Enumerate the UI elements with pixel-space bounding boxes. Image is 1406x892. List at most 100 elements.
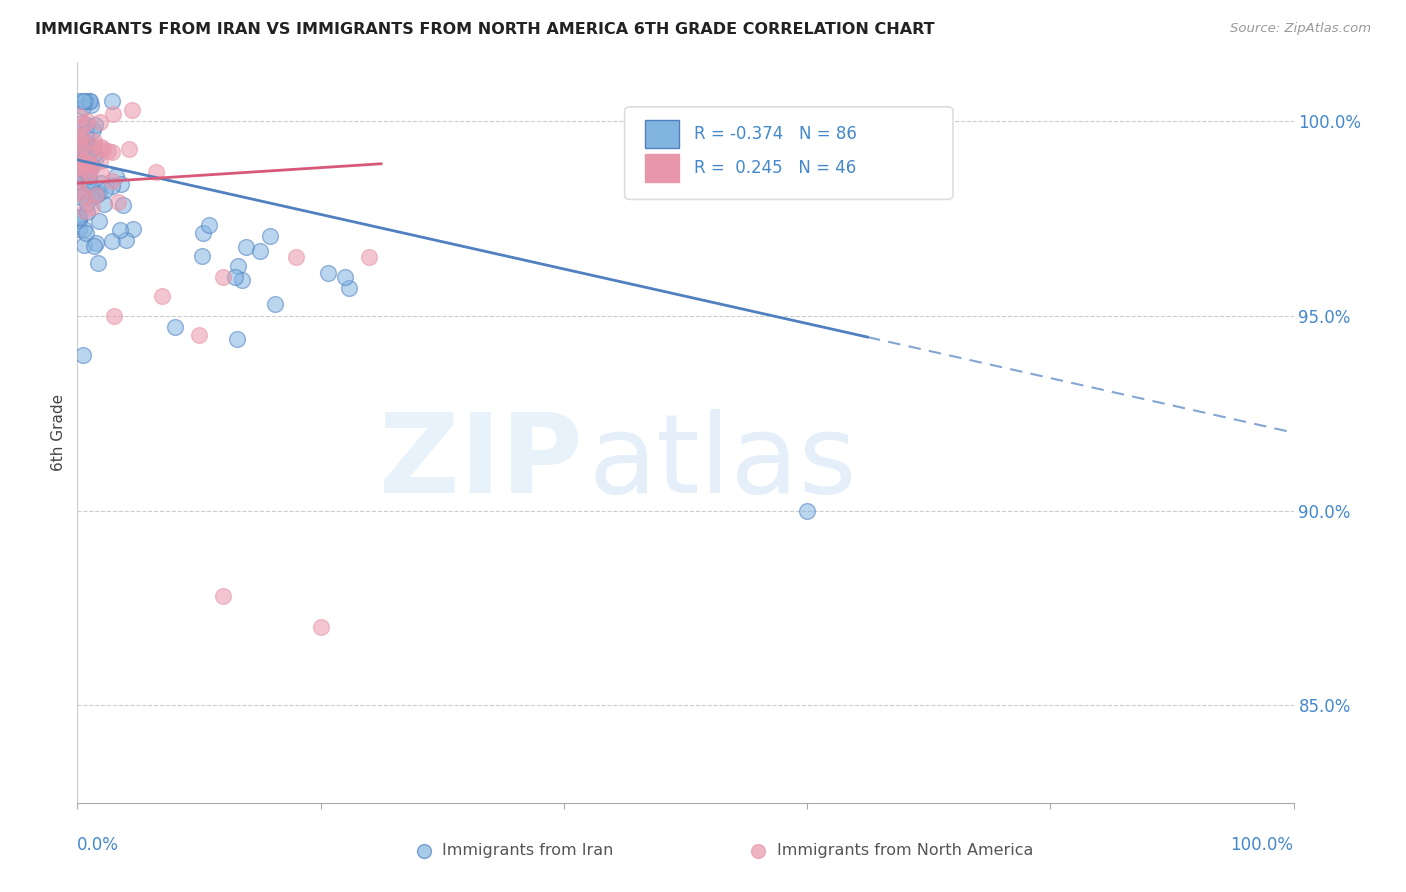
Point (80, 159, 103, 173)
Point (101, 234, 124, 248)
Point (73, 119, 96, 133)
Point (75, 143, 97, 157)
Point (79, 95, 101, 109)
Point (89, 186, 111, 201)
Point (110, 177, 132, 191)
Point (77, 176, 100, 190)
Point (75, 226, 97, 240)
Point (122, 222, 145, 236)
Point (67, 222, 90, 236)
Point (212, 269, 235, 284)
FancyBboxPatch shape (645, 154, 679, 182)
Point (115, 233, 138, 247)
Point (73, 238, 96, 252)
Point (108, 223, 131, 237)
Point (86, 186, 108, 201)
Point (83, 188, 105, 202)
Point (97, 145, 120, 159)
Point (67, 210, 90, 224)
Point (69, 145, 91, 159)
Point (70, 116, 93, 130)
Point (72, 348, 94, 362)
Point (82, 123, 104, 137)
Point (73, 164, 96, 178)
Point (73, 204, 96, 219)
Point (69, 134, 91, 148)
Point (67, 158, 90, 172)
Point (118, 142, 141, 156)
Point (90, 176, 112, 190)
Point (103, 309, 125, 323)
Text: R =  0.245   N = 46: R = 0.245 N = 46 (695, 160, 856, 178)
Point (79, 169, 101, 183)
Point (73, 138, 96, 153)
Point (67, 131, 90, 145)
Point (190, 249, 212, 263)
Point (83, 238, 105, 252)
Point (264, 297, 287, 311)
Point (76, 138, 98, 153)
Point (337, 281, 360, 295)
Point (79, 166, 101, 180)
Point (89, 115, 111, 129)
FancyBboxPatch shape (645, 120, 679, 148)
Point (76, 113, 98, 128)
Point (259, 229, 281, 244)
Point (67, 95, 90, 109)
Y-axis label: 6th Grade: 6th Grade (51, 394, 66, 471)
Point (67, 157, 90, 171)
Point (796, 503, 818, 517)
Text: IMMIGRANTS FROM IRAN VS IMMIGRANTS FROM NORTH AMERICA 6TH GRADE CORRELATION CHAR: IMMIGRANTS FROM IRAN VS IMMIGRANTS FROM … (35, 22, 935, 37)
Point (86, 256, 108, 270)
Point (84, 188, 107, 202)
Point (76, 158, 98, 172)
Point (84, 150, 107, 164)
Point (93, 197, 115, 211)
Point (76, 205, 98, 219)
Point (89, 153, 111, 168)
Point (101, 107, 124, 121)
Point (67, 164, 90, 178)
Point (101, 145, 124, 160)
Point (77, 147, 100, 161)
Point (76, 175, 98, 189)
Point (105, 169, 128, 183)
Point (90, 140, 112, 154)
Point (231, 273, 253, 287)
Point (228, 259, 250, 273)
Point (67, 158, 90, 172)
Point (69, 160, 91, 174)
Point (111, 198, 134, 212)
Point (75, 154, 97, 169)
Point (72, 95, 94, 109)
Point (75, 163, 97, 178)
Point (69, 186, 91, 200)
Point (70, 190, 93, 204)
Point (77, 164, 100, 178)
Point (75, 95, 97, 109)
Point (67, 140, 90, 154)
Point (107, 194, 129, 209)
Point (77, 95, 100, 109)
Point (67, 172, 90, 186)
Point (73, 186, 96, 201)
Point (72, 100, 94, 114)
Point (82, 141, 104, 155)
Point (77, 161, 100, 175)
Point (83, 134, 105, 148)
Point (77, 156, 100, 170)
Point (72, 141, 94, 155)
Point (333, 269, 356, 284)
Text: Source: ZipAtlas.com: Source: ZipAtlas.com (1230, 22, 1371, 36)
Point (67, 211, 90, 225)
Point (67, 166, 90, 180)
Point (75, 157, 97, 171)
Point (91, 142, 114, 156)
Point (145, 165, 167, 179)
Point (70, 129, 93, 144)
Point (100, 174, 122, 188)
Point (75, 126, 97, 140)
Point (83, 138, 105, 153)
Point (188, 328, 211, 343)
Point (76, 136, 98, 151)
